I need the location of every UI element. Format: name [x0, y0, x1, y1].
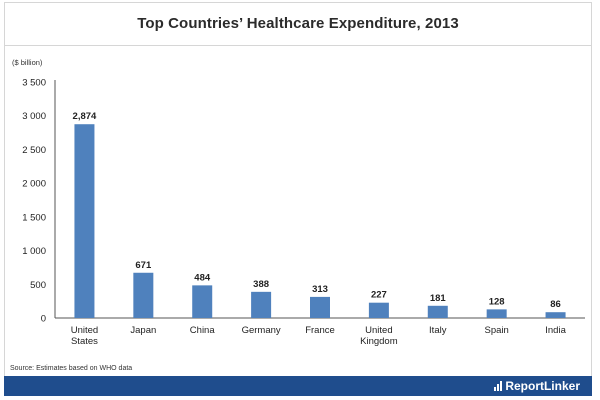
x-category-label: Italy — [429, 325, 447, 336]
chart-axes: 0 500 1 000 1 500 2 000 2 500 3 000 3 500 — [22, 78, 585, 325]
data-label: 2,874 — [73, 111, 97, 122]
data-label: 181 — [430, 293, 447, 304]
y-tick-label: 3 000 — [22, 111, 46, 122]
x-category-label: Japan — [130, 325, 156, 336]
bar — [74, 124, 95, 318]
y-tick-label: 0 — [41, 314, 46, 325]
y-tick-label: 2 000 — [22, 179, 46, 190]
y-tick-label: 3 500 — [22, 78, 46, 89]
chart-frame — [4, 2, 592, 396]
data-label: 484 — [194, 272, 211, 283]
title-bar: Top Countries’ Healthcare Expenditure, 2… — [4, 2, 592, 46]
x-category-label: United Kingdom — [360, 325, 398, 347]
bar — [133, 272, 154, 318]
x-category-label: United States — [71, 325, 98, 347]
bar — [251, 291, 272, 318]
y-tick-label: 1 000 — [22, 246, 46, 257]
bar — [545, 312, 566, 318]
bar — [310, 296, 330, 318]
bar-chart-logo-icon — [494, 381, 503, 391]
x-category-label: India — [545, 325, 566, 336]
bar — [427, 305, 448, 318]
data-label: 388 — [253, 279, 269, 290]
source-note: Source: Estimates based on WHO data — [10, 365, 133, 372]
bar — [192, 285, 213, 318]
footer-bar: ReportLinker — [4, 376, 592, 396]
logo-text: ReportLinker — [505, 379, 580, 393]
x-category-label: China — [190, 325, 216, 336]
reportlinker-logo[interactable]: ReportLinker — [494, 379, 580, 393]
x-category-label: France — [305, 325, 335, 336]
data-label: 313 — [312, 284, 328, 295]
data-label: 128 — [489, 296, 505, 307]
y-tick-label: 2 500 — [22, 145, 46, 156]
chart-bars: 2,874 United States 671 Japan 484 China 388 Germ… — [71, 111, 567, 347]
bar — [486, 309, 507, 318]
bar — [368, 302, 389, 318]
x-category-label: Germany — [242, 325, 281, 336]
data-label: 671 — [135, 260, 152, 271]
y-tick-label: 1 500 — [22, 212, 46, 223]
y-axis-unit-label: ($ billion) — [12, 58, 43, 67]
chart-title: Top Countries’ Healthcare Expenditure, 2… — [137, 15, 459, 32]
x-category-label: Spain — [485, 325, 509, 336]
y-tick-label: 500 — [30, 280, 46, 291]
data-label: 86 — [550, 299, 561, 310]
data-label: 227 — [371, 290, 387, 301]
